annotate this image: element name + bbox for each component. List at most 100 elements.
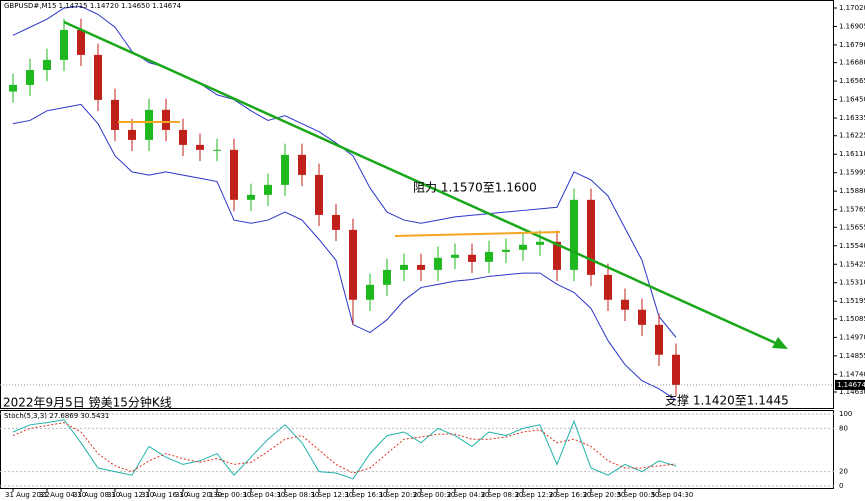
candle-body: [400, 264, 408, 270]
candle-body: [196, 144, 204, 150]
x-tick-label: 31 Aug 16:30: [141, 491, 188, 499]
y-tick-label: 1.16790: [839, 41, 865, 49]
x-tick-label: 2 Sep 04:30: [447, 491, 489, 499]
y-tick-label: 1.16225: [839, 132, 865, 140]
y-tick-label: 1.16450: [839, 96, 865, 104]
y-tick-label: 1.15425: [839, 260, 865, 268]
x-tick-label: 1 Sep 08:30: [277, 491, 319, 499]
y-tick-label: 1.16565: [839, 77, 865, 85]
candle-body: [638, 309, 646, 325]
annotation: 2022年9月5日 镑美15分钟K线: [3, 395, 172, 410]
price-label: 1.14674: [837, 381, 865, 389]
y-tick-label: 1.16680: [839, 59, 865, 67]
x-tick-label: 1 Sep 12:30: [311, 491, 353, 499]
y-tick-label: 1.17020: [839, 4, 865, 12]
level-line: [394, 231, 561, 237]
candle-body: [179, 129, 187, 145]
trend-arrow: [772, 337, 788, 349]
candle-body: [247, 194, 255, 200]
x-tick-label: 31 Aug 04:30: [39, 491, 86, 499]
candle-body: [468, 254, 476, 262]
candle-body: [621, 299, 629, 310]
chart-header: GBPUSD#,M15 1.14715 1.14720 1.14650 1.14…: [4, 2, 182, 10]
y-tick-label: 1.14970: [839, 333, 865, 341]
bollinger-band: [12, 103, 677, 401]
y-tick-label: 1.15765: [839, 206, 865, 214]
candle-body: [332, 214, 340, 230]
y-tick-label: 1.15655: [839, 223, 865, 231]
candle-body: [264, 184, 272, 195]
candle-body: [162, 109, 170, 130]
stoch-line: [12, 422, 677, 474]
x-tick-label: 31 Aug 08:30: [73, 491, 120, 499]
y-tick-label: 1.15995: [839, 169, 865, 177]
x-tick-label: 5 Sep 00:30: [617, 491, 659, 499]
candle-body: [655, 324, 663, 355]
candle-body: [451, 254, 459, 258]
candle-body: [553, 241, 561, 270]
x-tick-label: 1 Sep 00:30: [209, 491, 251, 499]
candle-body: [502, 249, 510, 252]
annotation: 支撑 1.1420至1.1445: [665, 393, 789, 408]
candle-body: [604, 274, 612, 300]
x-tick-label: 2 Sep 16:30: [549, 491, 591, 499]
x-tick-label: 31 Aug 12:30: [107, 491, 154, 499]
candle-body: [128, 129, 136, 140]
candle-body: [349, 229, 357, 300]
stoch-panel: [0, 410, 834, 489]
candle-body: [417, 264, 425, 270]
stoch-line: [12, 419, 677, 480]
x-tick-label: 2 Sep 08:30: [481, 491, 523, 499]
candle-body: [536, 241, 544, 245]
x-tick-label: 1 Sep 16:30: [345, 491, 387, 499]
candle-body: [94, 54, 102, 100]
candle-body: [281, 154, 289, 185]
x-tick-label: 2 Sep 12:30: [515, 491, 557, 499]
x-tick-label: 31 Aug 2022: [5, 491, 50, 499]
candle-body: [77, 29, 85, 55]
y-tick-label: 0: [839, 482, 843, 490]
candle-body: [26, 70, 34, 85]
price-box: [835, 379, 865, 390]
candle-body: [9, 84, 17, 92]
candle-body: [587, 199, 595, 275]
candle-body: [315, 174, 323, 215]
y-tick-label: 1.14855: [839, 352, 865, 360]
y-tick-label: 20: [839, 468, 848, 476]
candle-body: [230, 149, 238, 200]
candle-body: [570, 199, 578, 270]
candle-body: [111, 99, 119, 130]
candle-body: [213, 149, 221, 151]
x-tick-label: 5 Sep 04:30: [651, 491, 693, 499]
y-tick-label: 1.15085: [839, 315, 865, 323]
candle-body: [485, 251, 493, 262]
annotation: 阻力 1.1570至1.1600: [413, 181, 537, 195]
stoch-title: Stoch(5,3,3) 27.6869 30.5431: [4, 412, 109, 420]
candle-body: [145, 109, 153, 140]
y-tick-label: 1.15310: [839, 279, 865, 287]
y-tick-label: 1.16110: [839, 150, 865, 158]
candle-body: [298, 154, 306, 175]
x-tick-label: 31 Aug 20:30: [175, 491, 222, 499]
x-tick-label: 1 Sep 20:30: [379, 491, 421, 499]
y-tick-label: 1.14630: [839, 388, 865, 396]
trend-line: [63, 20, 781, 347]
candle-body: [366, 284, 374, 300]
y-tick-label: 1.15195: [839, 297, 865, 305]
y-tick-label: 1.16905: [839, 22, 865, 30]
y-tick-label: 1.14740: [839, 370, 865, 378]
price-panel: [0, 0, 834, 409]
y-tick-label: 1.15540: [839, 242, 865, 250]
x-tick-label: 2 Sep 20:30: [583, 491, 625, 499]
candle-body: [60, 29, 68, 60]
y-tick-label: 100: [839, 410, 852, 418]
candle-body: [434, 257, 442, 270]
candle-body: [43, 59, 51, 71]
y-tick-label: 1.15880: [839, 187, 865, 195]
x-tick-label: 1 Sep 04:30: [243, 491, 285, 499]
candle-body: [383, 269, 391, 285]
y-tick-label: 1.16335: [839, 114, 865, 122]
y-tick-label: 80: [839, 424, 848, 432]
candle-body: [672, 354, 680, 385]
